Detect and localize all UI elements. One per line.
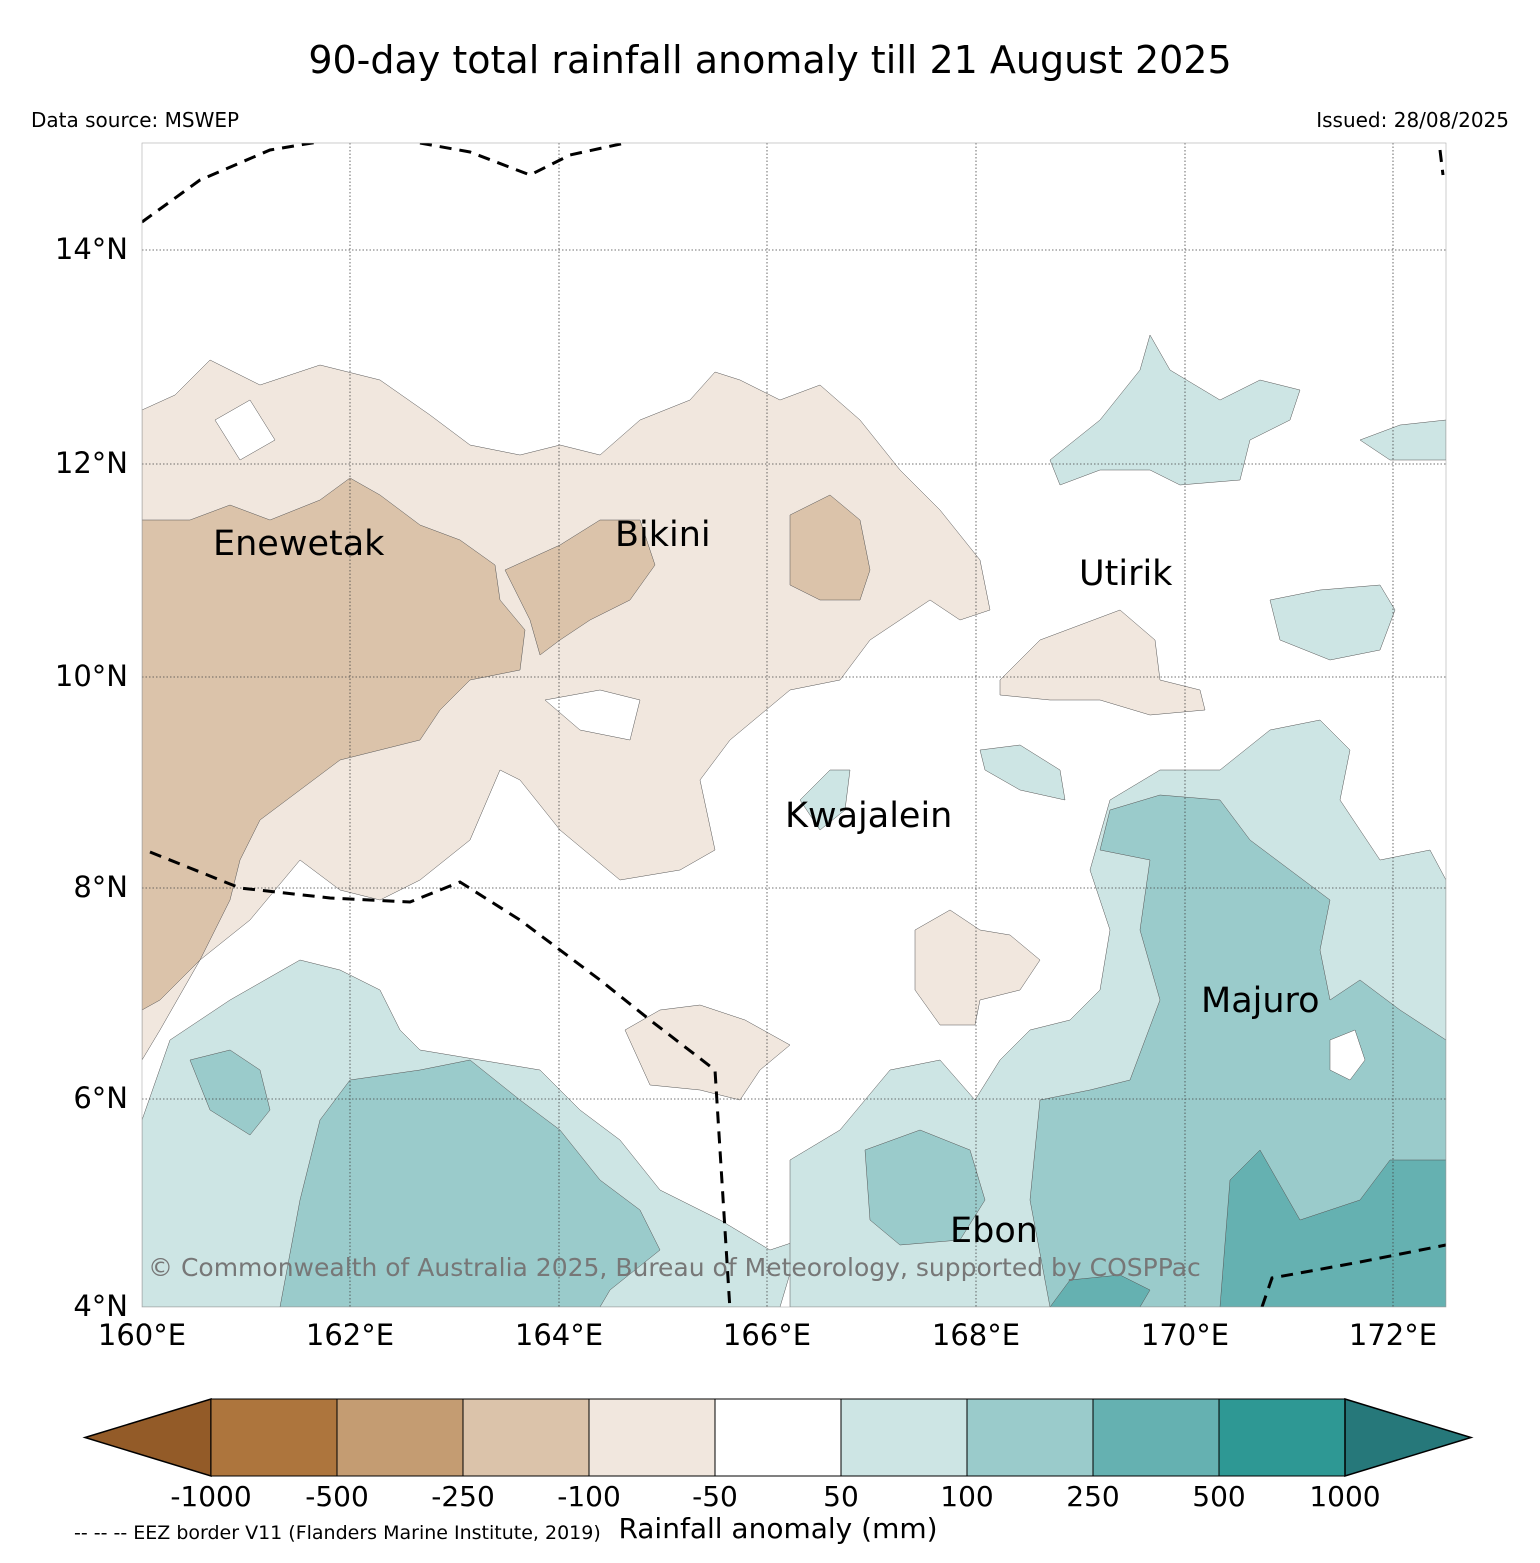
colorbar-tick-label: 500 bbox=[1192, 1480, 1246, 1513]
lat-tick-label: 4°N bbox=[73, 1289, 128, 1323]
colorbar-segment bbox=[588, 1398, 716, 1477]
colorbar-tick-label: -500 bbox=[305, 1480, 369, 1513]
map-title: 90-day total rainfall anomaly till 21 Au… bbox=[308, 38, 1232, 82]
dry-anomaly-light-region bbox=[999, 609, 1206, 716]
place-label-kwajalein: Kwajalein bbox=[785, 796, 953, 836]
copyright-notice: © Commonwealth of Australia 2025, Bureau… bbox=[148, 1253, 1201, 1282]
dry-anomaly-light-region bbox=[624, 1004, 791, 1101]
colorbar-tick-label: -250 bbox=[431, 1480, 495, 1513]
place-label-enewetak: Enewetak bbox=[213, 524, 385, 564]
colorbar-label: Rainfall anomaly (mm) bbox=[618, 1512, 938, 1545]
lat-tick-label: 10°N bbox=[54, 659, 128, 693]
lon-tick-label: 172°E bbox=[1348, 1318, 1438, 1352]
colorbar-extend-low bbox=[82, 1397, 212, 1478]
issued-date-label: Issued: 28/08/2025 bbox=[1316, 108, 1509, 132]
colorbar-segment bbox=[714, 1398, 842, 1477]
colorbar-segment bbox=[966, 1398, 1094, 1477]
wet-anomaly-strong-region bbox=[1049, 1274, 1151, 1307]
colorbar-tick-label: 1000 bbox=[1309, 1480, 1381, 1513]
wet-anomaly-light-region bbox=[1049, 334, 1301, 486]
colorbar-tick-label: 250 bbox=[1066, 1480, 1120, 1513]
wet-anomaly-light-region bbox=[799, 769, 851, 831]
lon-tick-label: 166°E bbox=[722, 1318, 812, 1352]
colorbar-segment bbox=[1218, 1398, 1346, 1477]
wet-gap-region bbox=[1329, 1029, 1366, 1081]
lon-tick-label: 168°E bbox=[931, 1318, 1021, 1352]
dry-anomaly-medium-region bbox=[142, 477, 526, 1011]
lon-tick-label: 170°E bbox=[1140, 1318, 1230, 1352]
anomaly-contours bbox=[142, 334, 1446, 1307]
colorbar-tick-label: -50 bbox=[692, 1480, 738, 1513]
dry-anomaly-medium-region bbox=[789, 494, 871, 601]
dry-gap-region bbox=[544, 689, 641, 741]
eez-border-lines bbox=[142, 143, 1446, 1307]
colorbar-segment bbox=[336, 1398, 464, 1477]
colorbar-segment bbox=[462, 1398, 590, 1477]
place-label-majuro: Majuro bbox=[1201, 981, 1320, 1021]
data-source-label: Data source: MSWEP bbox=[31, 108, 240, 132]
dry-anomaly-light-region bbox=[914, 909, 1041, 1026]
wet-anomaly-medium-region bbox=[279, 1059, 661, 1307]
lon-tick-label: 164°E bbox=[514, 1318, 604, 1352]
lat-tick-label: 8°N bbox=[73, 870, 128, 904]
lat-tick-label: 14°N bbox=[54, 232, 128, 266]
colorbar-tick-label: -100 bbox=[557, 1480, 621, 1513]
colorbar-tick-label: 50 bbox=[823, 1480, 859, 1513]
lon-tick-label: 162°E bbox=[305, 1318, 395, 1352]
wet-anomaly-strong-region bbox=[1219, 1149, 1446, 1307]
colorbar bbox=[82, 1397, 1474, 1478]
eez-border-note: -- -- -- EEZ border V11 (Flanders Marine… bbox=[74, 1522, 601, 1544]
colorbar-tick-label: -1000 bbox=[170, 1480, 252, 1513]
colorbar-segment bbox=[210, 1398, 338, 1477]
map-frame bbox=[141, 142, 1447, 1308]
lat-tick-label: 6°N bbox=[73, 1081, 128, 1115]
wet-anomaly-light-region bbox=[1359, 419, 1446, 461]
wet-anomaly-light-region bbox=[979, 744, 1066, 801]
place-label-utirik: Utirik bbox=[1079, 554, 1173, 594]
place-label-ebon: Ebon bbox=[950, 1211, 1038, 1251]
wet-anomaly-medium-region bbox=[1029, 794, 1446, 1307]
colorbar-extend-high bbox=[1344, 1397, 1474, 1478]
wet-anomaly-light-region bbox=[1269, 584, 1396, 661]
dry-anomaly-medium-region bbox=[504, 519, 656, 656]
colorbar-segment bbox=[1092, 1398, 1220, 1477]
lon-tick-label: 160°E bbox=[97, 1318, 187, 1352]
colorbar-tick-label: 100 bbox=[940, 1480, 994, 1513]
colorbar-segment bbox=[840, 1398, 968, 1477]
dry-gap-region bbox=[214, 399, 276, 461]
lat-tick-label: 12°N bbox=[54, 446, 128, 480]
wet-anomaly-medium-region bbox=[189, 1049, 271, 1136]
wet-anomaly-medium-region bbox=[864, 1129, 986, 1246]
place-label-bikini: Bikini bbox=[615, 515, 711, 555]
map-gridlines bbox=[142, 143, 1446, 1307]
